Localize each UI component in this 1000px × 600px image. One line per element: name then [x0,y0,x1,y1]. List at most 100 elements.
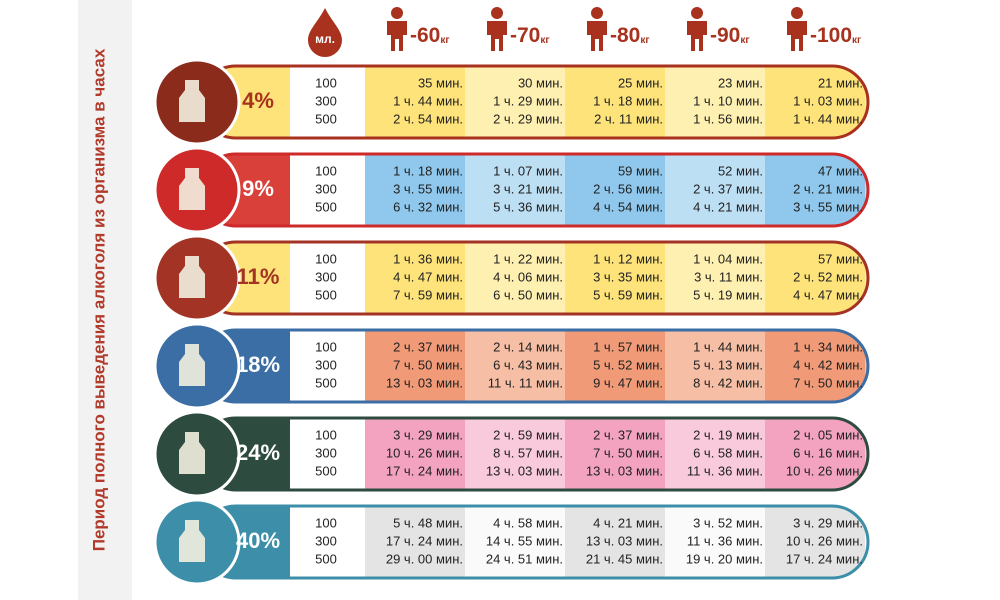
person-head [391,7,403,19]
percent-label: 4% [242,88,274,113]
time-cell: 5 ч. 48 мин. [393,515,463,530]
weight-unit: кг [540,35,549,46]
time-cell: 57 мин. [818,251,863,266]
weight-value: -80 [610,24,640,47]
time-cell: 17 ч. 24 мин. [386,463,463,478]
time-cell: 4 ч. 47 мин. [793,287,863,302]
time-cell: 14 ч. 55 мин. [486,533,563,548]
weight-header: -60кг [410,24,450,47]
time-cell: 4 ч. 58 мин. [493,515,563,530]
time-cell: 10 ч. 26 мин. [786,533,863,548]
time-cell: 5 ч. 19 мин. [693,287,763,302]
time-cell: 13 ч. 03 мин. [486,463,563,478]
volume-bg [290,506,365,578]
weight-value: -90 [710,24,740,47]
time-cell: 1 ч. 18 мин. [393,163,463,178]
volume-label: 100 [315,251,337,266]
time-cell: 29 ч. 00 мин. [386,551,463,566]
time-cell: 2 ч. 56 мин. [593,181,663,196]
volume-label: 500 [315,463,337,478]
time-cell: 3 ч. 35 мин. [593,269,663,284]
person-head [691,7,703,19]
time-cell: 52 мин. [718,163,763,178]
time-cell: 2 ч. 14 мин. [493,339,563,354]
column-bg [465,418,565,490]
column-bg [765,242,865,314]
time-cell: 5 ч. 36 мин. [493,199,563,214]
volume-label: 500 [315,199,337,214]
time-cell: 3 ч. 29 мин. [393,427,463,442]
time-cell: 2 ч. 11 мин. [594,111,663,126]
column-bg [565,418,665,490]
weight-header: -90кг [710,24,750,47]
column-bg [465,154,565,226]
time-cell: 13 ч. 03 мин. [386,375,463,390]
column-bg [765,330,865,402]
drink-icon [179,432,205,474]
weight-unit: кг [440,35,449,46]
time-cell: 35 мин. [418,75,463,90]
column-bg [465,242,565,314]
volume-label: 100 [315,515,337,530]
time-cell: 3 ч. 29 мин. [793,515,863,530]
time-cell: 13 ч. 03 мин. [586,533,663,548]
column-bg [765,418,865,490]
time-cell: 1 ч. 07 мин. [493,163,563,178]
time-cell: 7 ч. 50 мин. [593,445,663,460]
column-bg [565,330,665,402]
time-cell: 4 ч. 06 мин. [493,269,563,284]
percent-label: 40% [236,528,280,553]
time-cell: 1 ч. 10 мин. [693,93,763,108]
time-cell: 4 ч. 21 мин. [693,199,763,214]
time-cell: 1 ч. 44 мин. [693,339,763,354]
time-cell: 5 ч. 52 мин. [593,357,663,372]
column-bg [565,154,665,226]
time-cell: 2 ч. 37 мин. [693,181,763,196]
row-group [200,242,868,314]
time-cell: 5 ч. 59 мин. [593,287,663,302]
column-bg [665,330,765,402]
time-cell: 4 ч. 54 мин. [593,199,663,214]
weight-unit: кг [852,35,861,46]
time-cell: 11 ч. 11 мин. [488,375,563,390]
time-cell: 21 мин. [818,75,863,90]
time-cell: 21 ч. 45 мин. [586,551,663,566]
time-cell: 2 ч. 37 мин. [393,339,463,354]
time-cell: 2 ч. 59 мин. [493,427,563,442]
person-body [487,21,507,51]
person-body [587,21,607,51]
weight-value: -60 [410,24,440,47]
time-cell: 1 ч. 34 мин. [793,339,863,354]
volume-bg [290,418,365,490]
row-group [200,418,868,490]
percent-label: 11% [237,264,280,289]
column-bg [565,506,665,578]
person-head [791,7,803,19]
time-cell: 6 ч. 50 мин. [493,287,563,302]
column-bg [365,66,465,138]
drink-icon [179,80,205,122]
time-cell: 17 ч. 24 мин. [386,533,463,548]
time-cell: 6 ч. 32 мин. [393,199,463,214]
volume-label: 300 [315,93,337,108]
row-group [200,506,868,578]
weight-header: -100кг [810,24,861,47]
column-bg [765,66,865,138]
time-cell: 1 ч. 44 мин. [793,111,863,126]
column-bg [665,242,765,314]
volume-label: 500 [315,287,337,302]
time-cell: 10 ч. 26 мин. [786,463,863,478]
person-body [787,21,807,51]
time-cell: 30 мин. [518,75,563,90]
drop-icon [308,8,342,57]
column-bg [365,506,465,578]
time-cell: 2 ч. 05 мин. [793,427,863,442]
column-bg [365,242,465,314]
weight-header: -80кг [610,24,650,47]
column-bg [665,506,765,578]
time-cell: 1 ч. 03 мин. [793,93,863,108]
time-cell: 17 ч. 24 мин. [786,551,863,566]
time-cell: 7 ч. 50 мин. [393,357,463,372]
column-bg [565,66,665,138]
person-head [491,7,503,19]
